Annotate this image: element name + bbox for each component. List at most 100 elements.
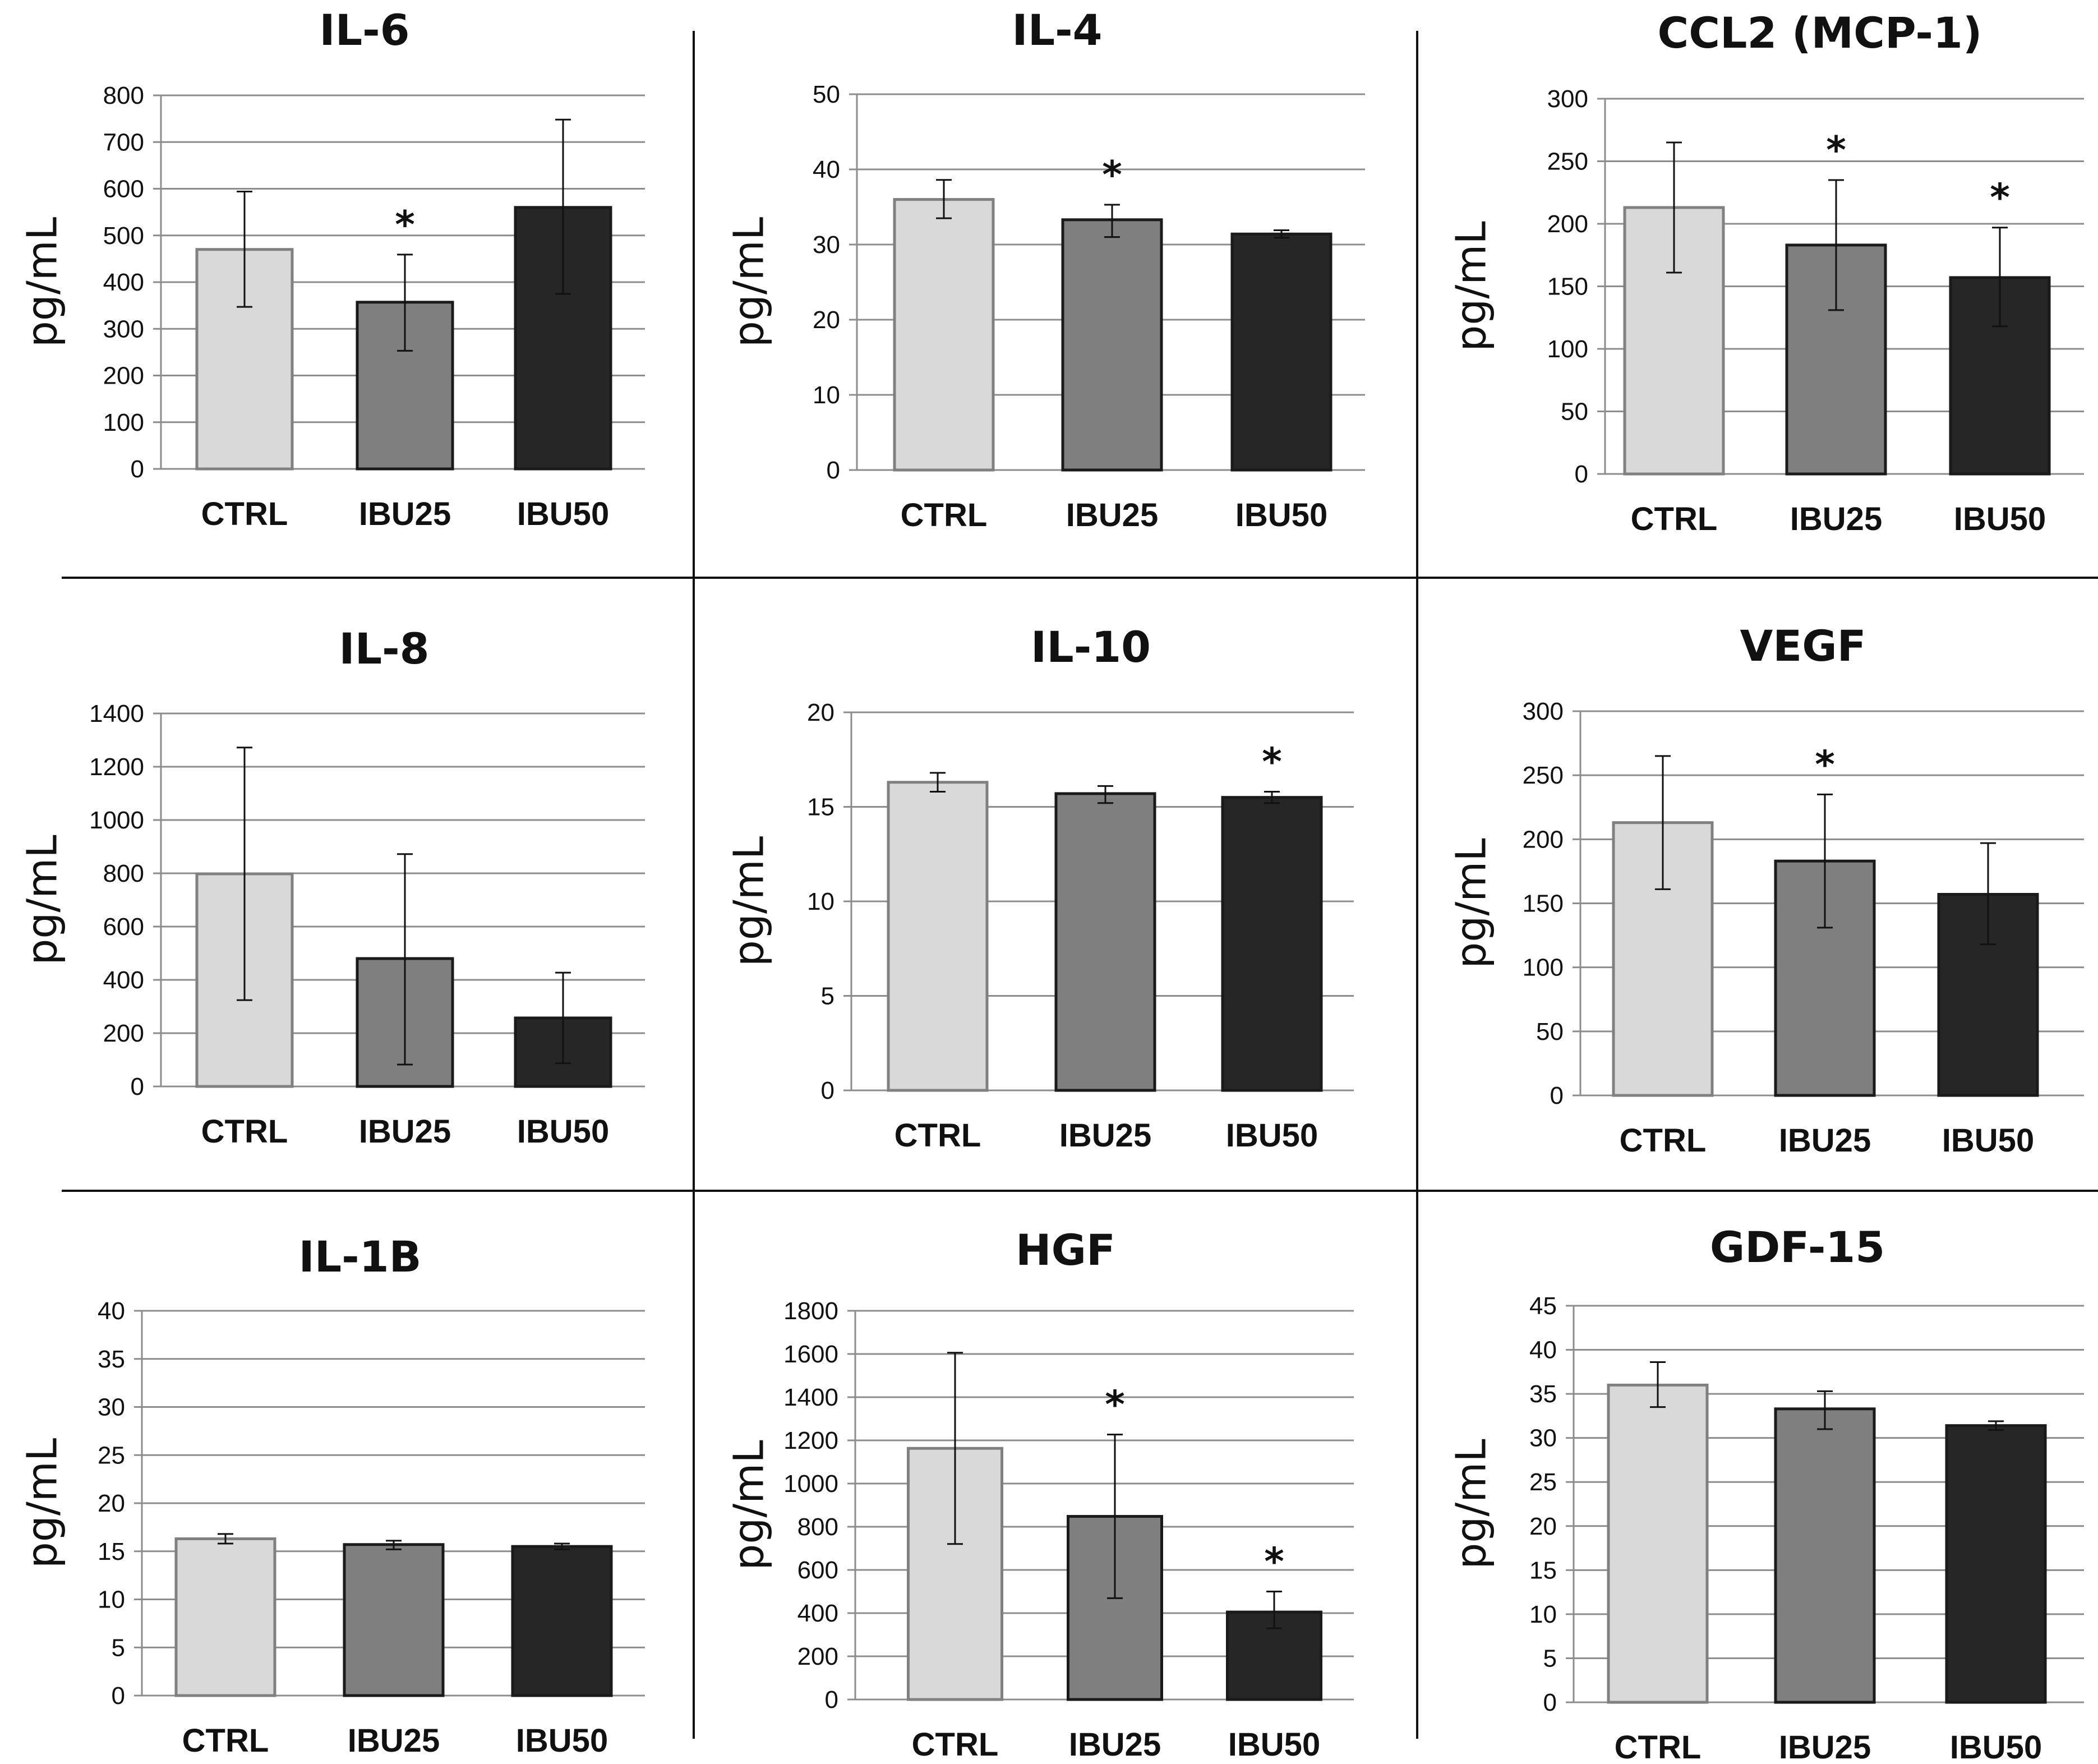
y-tick-label: 0 [1550,1082,1564,1109]
x-category-label: CTRL [182,1722,269,1759]
y-axis-label: pg/mL [725,1440,773,1570]
x-category-label: IBU25 [1059,1117,1151,1154]
significance-marker: * [1990,176,2010,220]
bar-ctrl [887,781,989,1092]
bar-ibu25 [1054,792,1156,1092]
y-tick-label: 5 [1543,1645,1557,1672]
x-category-label: IBU25 [348,1722,440,1759]
y-tick-label: 5 [112,1634,125,1661]
y-tick-label: 1600 [783,1341,838,1368]
y-tick-label: 100 [1523,954,1564,982]
y-tick-label: 1000 [89,807,144,834]
y-tick-label: 30 [1529,1425,1557,1452]
significance-marker: * [1826,128,1846,173]
y-tick-label: 700 [103,128,144,156]
bar-ibu50 [1945,1424,2047,1704]
significance-marker: * [1105,1383,1125,1427]
chart-panel-vegf: VEGF pg/mL 0 50 100 150 200 250 300 CTRL * IBU25 IBU… [1447,621,2084,1159]
x-category-label: IBU50 [517,1113,609,1150]
bar-ibu25 [343,1543,445,1697]
chart-title: VEGF [1740,621,1866,671]
y-tick-label: 10 [98,1586,125,1614]
y-tick-label: 150 [1523,890,1564,918]
bar-ctrl [174,1537,276,1697]
y-tick-label: 0 [112,1682,125,1710]
x-category-label: IBU25 [359,496,451,532]
y-tick-label: 250 [1547,148,1588,176]
y-tick-label: 0 [131,1073,144,1100]
y-tick-label: 600 [797,1556,838,1584]
chart-title: IL-6 [319,5,409,55]
y-tick-label: 45 [1529,1292,1557,1320]
y-tick-label: 25 [98,1441,125,1469]
chart-panel-gdf-15: GDF-15 pg/mL 0 5 10 15 20 25 30 35 40 45 CTRL IBU25 IB… [1447,1222,2084,1764]
significance-marker: * [395,203,415,247]
y-tick-label: 300 [103,315,144,343]
chart-panel-il-8: IL-8 pg/mL 0 200 400 600 800 1000 1200 1400 CTRL IB… [19,624,645,1150]
y-tick-label: 0 [821,1077,834,1104]
x-category-label: CTRL [1631,501,1718,537]
x-category-label: IBU25 [359,1113,451,1150]
x-category-label: CTRL [1615,1729,1702,1764]
x-category-label: IBU50 [1228,1726,1320,1763]
y-tick-label: 40 [1529,1337,1557,1364]
x-category-label: IBU25 [1779,1122,1871,1159]
y-tick-label: 150 [1547,273,1588,301]
y-tick-label: 1400 [783,1384,838,1411]
y-axis-label: pg/mL [19,217,67,347]
x-category-label: IBU50 [517,496,609,532]
y-tick-label: 200 [1547,210,1588,238]
chart-title: IL-8 [339,624,429,674]
bar-ibu50 [1221,796,1323,1092]
chart-title: IL-4 [1012,5,1102,55]
y-tick-label: 50 [1561,398,1588,426]
chart-panel-il-10: IL-10 pg/mL 0 5 10 15 20 CTRL IBU25 * IBU50 [725,622,1354,1154]
y-tick-label: 10 [807,888,834,915]
chart-panel-hgf: HGF pg/mL 0 200 400 600 800 1000 1200 1400 1600 180… [725,1225,1354,1763]
y-tick-label: 0 [131,455,144,483]
y-tick-label: 400 [797,1600,838,1627]
y-tick-label: 100 [103,409,144,436]
y-tick-label: 40 [813,156,840,183]
bar-ibu50 [1230,232,1332,472]
y-tick-label: 800 [797,1513,838,1541]
y-tick-label: 50 [1536,1018,1564,1045]
y-tick-label: 20 [98,1490,125,1517]
y-tick-label: 35 [98,1346,125,1373]
chart-panel-ccl2-mcp-1: CCL2 (MCP-1) pg/mL 0 50 100 150 200 250 300 CTRL *… [1447,8,2084,537]
y-tick-label: 50 [813,81,840,108]
x-category-label: IBU50 [516,1722,608,1759]
y-tick-label: 0 [827,457,840,484]
chart-title: IL-1B [298,1232,421,1282]
y-tick-label: 10 [1529,1601,1557,1628]
x-category-label: CTRL [912,1726,999,1763]
y-axis-label: pg/mL [19,835,67,965]
chart-panel-il-4: IL-4 pg/mL 0 10 20 30 40 50 CTRL * IBU25 IBU50 [725,5,1365,533]
y-tick-label: 5 [821,983,834,1010]
y-tick-label: 600 [103,913,144,941]
y-tick-label: 15 [807,794,834,821]
y-tick-label: 500 [103,222,144,250]
x-category-label: CTRL [901,497,988,533]
chart-title: IL-10 [1031,622,1151,672]
x-category-label: IBU50 [1954,501,2046,537]
bar-ibu25 [1061,218,1163,472]
y-tick-label: 15 [98,1538,125,1565]
bar-ibu50 [511,1545,613,1697]
significance-marker: * [1102,153,1122,197]
y-axis-label: pg/mL [725,217,773,347]
x-category-label: IBU50 [1235,497,1327,533]
x-category-label: CTRL [1620,1122,1707,1159]
x-category-label: IBU25 [1066,497,1158,533]
y-tick-label: 0 [1575,460,1588,488]
x-category-label: IBU50 [1950,1729,2042,1764]
y-tick-label: 30 [813,231,840,259]
y-tick-label: 200 [797,1643,838,1670]
x-category-label: CTRL [894,1117,981,1154]
chart-title: CCL2 (MCP-1) [1658,8,1982,58]
y-axis-label: pg/mL [725,836,773,966]
y-tick-label: 300 [1523,698,1564,725]
chart-panel-il-6: IL-6 pg/mL 0 100 200 300 400 500 600 700 800 CTRL * I… [19,5,645,532]
y-tick-label: 1200 [783,1427,838,1454]
